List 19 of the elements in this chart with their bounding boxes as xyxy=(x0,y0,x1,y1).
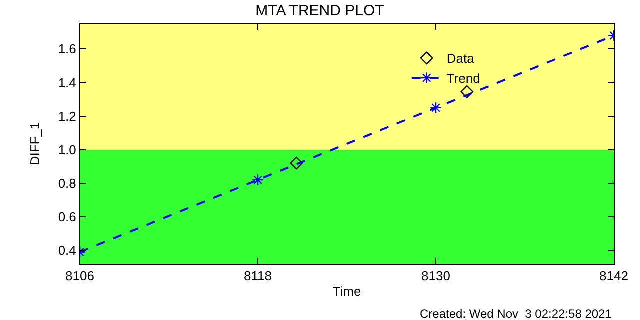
y-tick-label: 0.6 xyxy=(58,210,76,225)
text: Created: Wed Nov 3 02:22:58 2021 xyxy=(420,307,612,320)
y-tick-label: 1.4 xyxy=(58,75,76,90)
x-tick-label: 8130 xyxy=(422,268,450,284)
point xyxy=(460,86,474,98)
x-tick-label: 8118 xyxy=(244,268,272,284)
y-tick-label: 1.6 xyxy=(58,42,76,57)
y-axis-title: DIFF_1 xyxy=(27,122,42,166)
legend-label: Trend xyxy=(446,71,480,86)
y-tick-label: 0.4 xyxy=(58,243,76,258)
x-axis-title: Time xyxy=(332,284,362,300)
x-tick-label: 8142 xyxy=(600,268,628,284)
point xyxy=(290,156,304,170)
y-tick-label: 1.0 xyxy=(58,142,76,158)
x-tick-label: 8106 xyxy=(66,268,94,284)
y-tick-label: 1.2 xyxy=(58,108,76,124)
legend-label: Data xyxy=(446,51,476,66)
chart-title: MTA TREND PLOT xyxy=(256,2,384,20)
y-tick-label: 0.8 xyxy=(58,176,76,191)
